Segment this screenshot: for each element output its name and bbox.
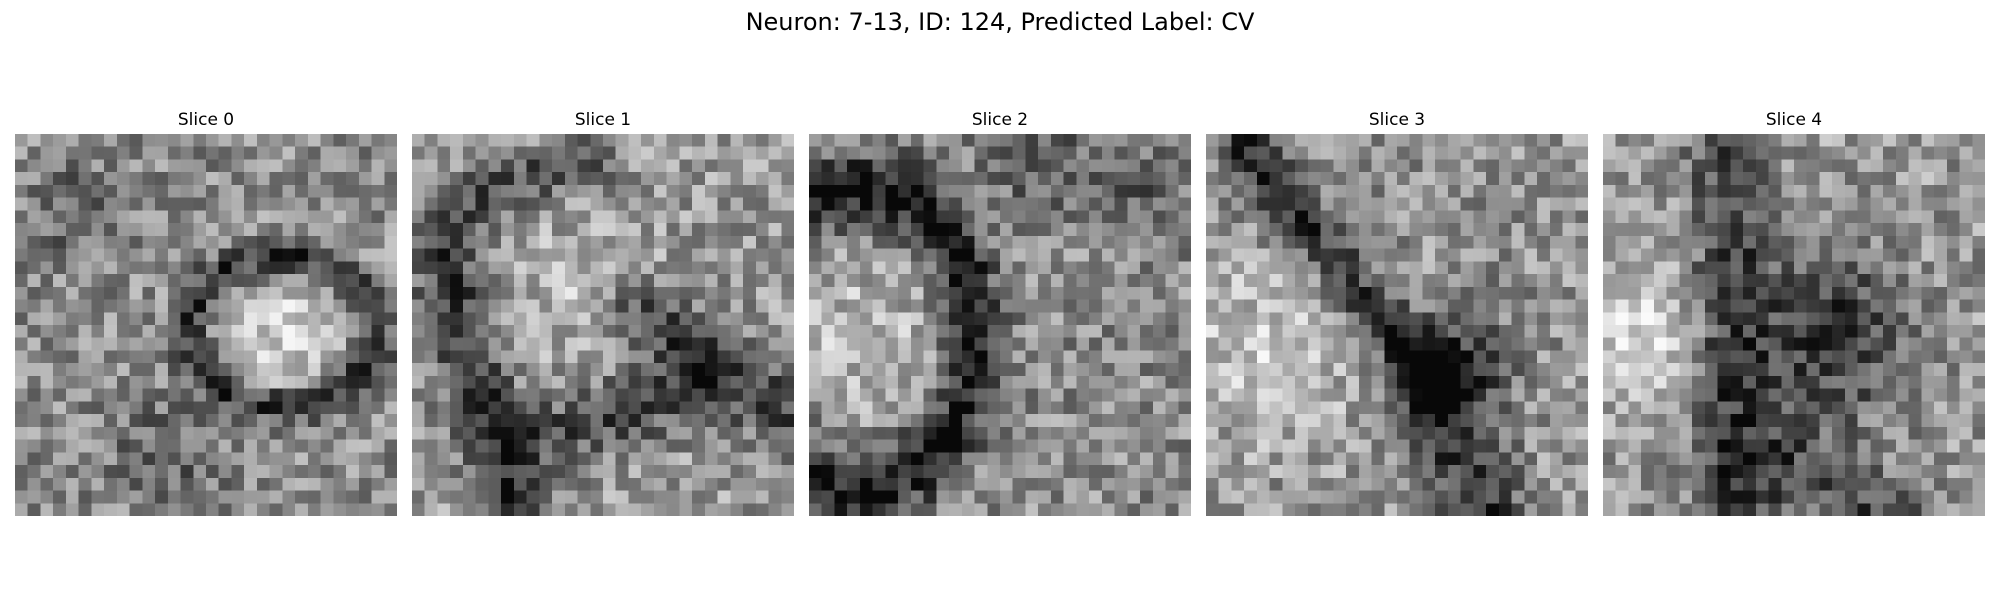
slice-image-3 <box>1206 134 1588 516</box>
slice-title-1: Slice 1 <box>574 110 632 130</box>
slice-panels: Slice 0 Slice 1 Slice 2 Slice 3 Slice 4 <box>15 108 1985 518</box>
figure-title: Neuron: 7-13, ID: 124, Predicted Label: … <box>745 8 1255 36</box>
slice-title-3: Slice 3 <box>1368 110 1426 130</box>
slice-title-0: Slice 0 <box>177 110 235 130</box>
slice-title-4: Slice 4 <box>1765 110 1823 130</box>
slice-image-2 <box>809 134 1191 516</box>
slice-image-1 <box>412 134 794 516</box>
slice-image-4 <box>1603 134 1985 516</box>
slice-image-0 <box>15 134 397 516</box>
slice-title-2: Slice 2 <box>971 110 1029 130</box>
